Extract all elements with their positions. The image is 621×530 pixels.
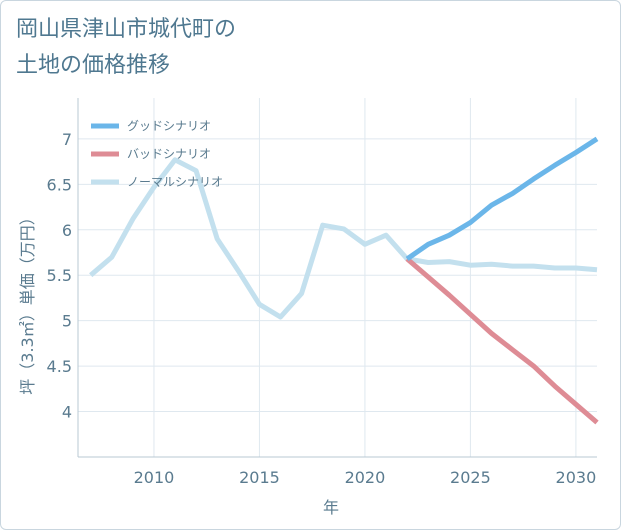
axes	[77, 98, 597, 458]
chart-title: 岡山県津山市城代町の 土地の価格推移	[16, 12, 236, 84]
x-tick-label: 2020	[345, 468, 386, 487]
y-tick-label: 4.5	[47, 357, 72, 376]
x-tick-label: 2015	[239, 468, 280, 487]
y-tick-label: 5	[62, 312, 72, 331]
legend-label-1: バッドシナリオ	[127, 147, 211, 161]
legend-label-2: ノーマルシナリオ	[127, 175, 223, 189]
chart-title-line1: 岡山県津山市城代町の	[16, 17, 237, 42]
tick-labels: 2010 2015 2020 2025 2030 4 4.5 5 5.5 6 6.5 7	[47, 130, 597, 487]
series-lines	[89, 136, 599, 425]
y-tick-label: 6	[62, 221, 72, 240]
y-tick-label: 5.5	[47, 266, 72, 285]
series-line-0	[405, 136, 599, 261]
y-tick-label: 6.5	[47, 175, 72, 194]
y-tick-label: 4	[62, 403, 72, 422]
series-line-2	[89, 157, 598, 320]
x-tick-label: 2030	[556, 468, 597, 487]
y-axis-label: 坪（3.3㎡）単価（万円）	[18, 209, 37, 394]
series-line-1	[405, 257, 599, 425]
y-tick-label: 7	[62, 130, 72, 149]
x-tick-label: 2025	[450, 468, 491, 487]
chart-title-line2: 土地の価格推移	[16, 53, 171, 78]
legend-label-0: グッドシナリオ	[127, 119, 211, 133]
grid-lines	[78, 98, 597, 457]
x-axis-label: 年	[323, 498, 339, 517]
x-tick-label: 2010	[134, 468, 175, 487]
